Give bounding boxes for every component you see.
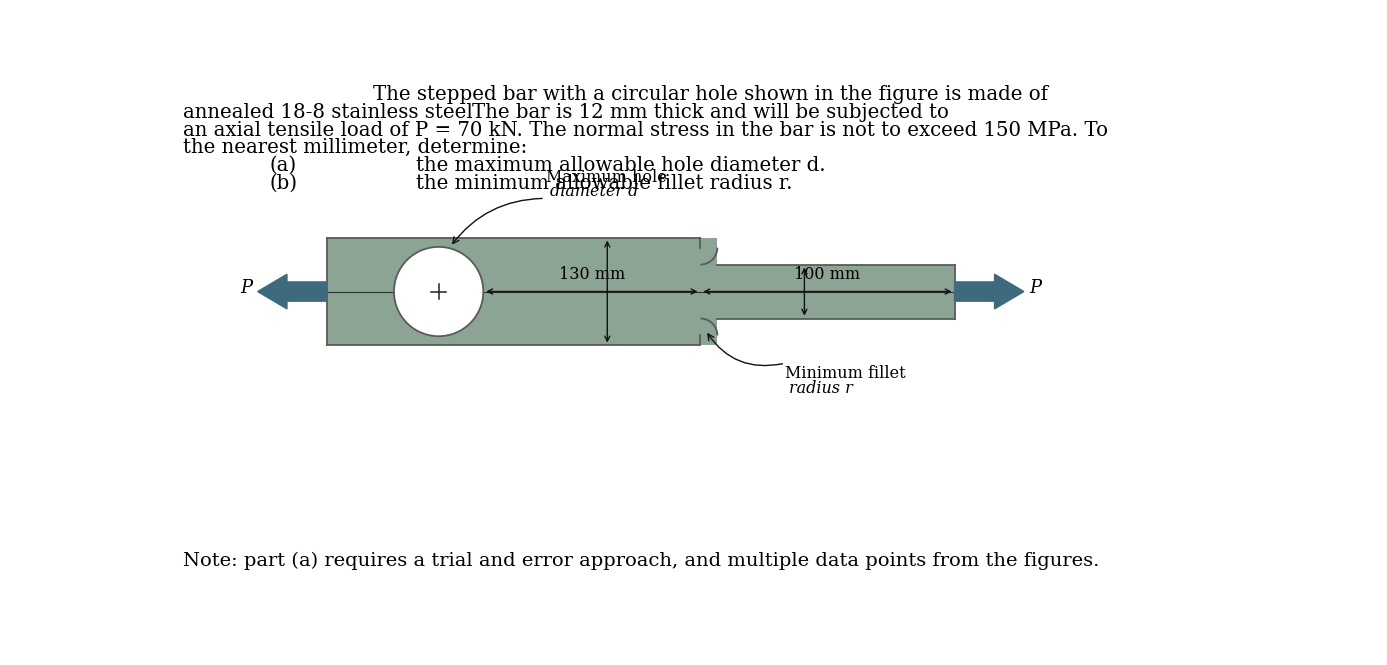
Text: Maximum hole: Maximum hole bbox=[546, 169, 667, 186]
Text: The stepped bar with a circular hole shown in the figure is made of: The stepped bar with a circular hole sho… bbox=[373, 85, 1049, 104]
FancyArrow shape bbox=[258, 274, 327, 309]
Text: the nearest millimeter, determine:: the nearest millimeter, determine: bbox=[183, 138, 527, 158]
Text: the minimum allowable fillet radius r.: the minimum allowable fillet radius r. bbox=[416, 174, 792, 193]
Text: 100 mm: 100 mm bbox=[795, 266, 860, 283]
Text: radius r: radius r bbox=[789, 380, 853, 397]
Polygon shape bbox=[700, 319, 717, 345]
Text: 130 mm: 130 mm bbox=[559, 266, 626, 283]
Polygon shape bbox=[700, 265, 954, 319]
FancyArrow shape bbox=[954, 274, 1024, 309]
Text: Note: part (a) requires a trial and error approach, and multiple data points fro: Note: part (a) requires a trial and erro… bbox=[183, 552, 1100, 571]
Text: (a): (a) bbox=[269, 156, 297, 175]
Polygon shape bbox=[327, 237, 700, 345]
Text: The bar is 12 mm thick and will be subjected to: The bar is 12 mm thick and will be subje… bbox=[472, 103, 949, 122]
Circle shape bbox=[394, 247, 483, 336]
Text: Minimum fillet: Minimum fillet bbox=[785, 364, 906, 382]
Polygon shape bbox=[700, 237, 717, 265]
Text: (b): (b) bbox=[269, 174, 297, 193]
Text: annealed 18-8 stainless steel: annealed 18-8 stainless steel bbox=[183, 103, 473, 122]
Text: P: P bbox=[240, 279, 252, 297]
Text: the maximum allowable hole diameter d.: the maximum allowable hole diameter d. bbox=[416, 156, 825, 175]
Text: P: P bbox=[1029, 279, 1042, 297]
Text: an axial tensile load of P = 70 kN. The normal stress in the bar is not to excee: an axial tensile load of P = 70 kN. The … bbox=[183, 120, 1108, 140]
Text: diameter d: diameter d bbox=[551, 183, 638, 200]
